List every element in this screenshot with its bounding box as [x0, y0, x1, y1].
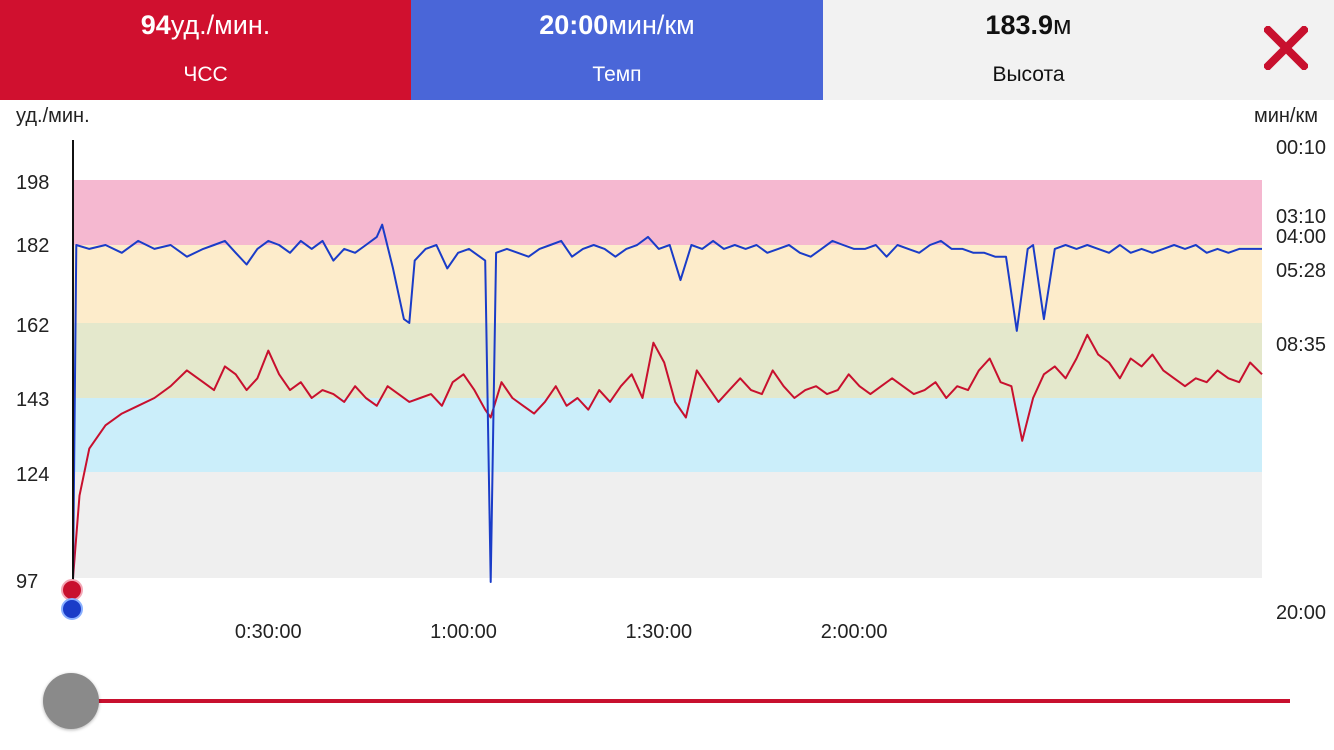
- right-tick-label: 20:00: [1276, 602, 1326, 624]
- series-line-hr: [72, 333, 1263, 579]
- left-axis-title: уд./мин.: [16, 105, 90, 127]
- timeline-slider-knob[interactable]: [43, 673, 99, 729]
- tab-heart-rate[interactable]: 94уд./мин. ЧСС: [0, 0, 411, 100]
- close-icon[interactable]: [1264, 26, 1308, 70]
- hr-zone-1: [73, 245, 1262, 323]
- right-tick-label: 05:28: [1276, 260, 1326, 282]
- altitude-value: 183.9м: [985, 10, 1072, 40]
- right-tick-label: 04:00: [1276, 226, 1326, 248]
- left-tick-label: 124: [16, 464, 49, 486]
- pace-cursor-marker: [61, 598, 83, 620]
- x-tick-label: 1:30:00: [625, 621, 692, 643]
- tab-pace[interactable]: 20:00мин/км Темп: [411, 0, 823, 100]
- left-tick-label: 143: [16, 389, 49, 411]
- heart-rate-label: ЧСС: [183, 63, 228, 86]
- left-tick-label: 97: [16, 571, 38, 593]
- x-tick-label: 0:30:00: [235, 621, 302, 643]
- x-tick-label: 2:00:00: [821, 621, 888, 643]
- heart-rate-value: 94уд./мин.: [140, 10, 271, 40]
- timeline-slider-track[interactable]: [70, 699, 1290, 703]
- left-tick-label: 198: [16, 172, 49, 194]
- left-tick-label: 182: [16, 235, 49, 257]
- tab-altitude[interactable]: 183.9м Высота: [823, 0, 1334, 100]
- right-tick-label: 00:10: [1276, 137, 1326, 159]
- right-axis-title: мин/км: [1253, 105, 1318, 127]
- hr-zone-2: [73, 323, 1262, 398]
- right-tick-label: 03:10: [1276, 206, 1326, 228]
- hr-zone-4: [73, 472, 1262, 578]
- hr-zone-0: [73, 180, 1262, 245]
- hr-cursor-marker: [61, 579, 83, 601]
- x-tick-label: 1:00:00: [430, 621, 497, 643]
- metric-tabs: 94уд./мин. ЧСС 20:00мин/км Темп 183.9м В…: [0, 0, 1334, 100]
- pace-label: Темп: [592, 63, 642, 86]
- hr-zone-3: [73, 398, 1262, 472]
- left-tick-label: 162: [16, 315, 49, 337]
- series-line-pace: [72, 223, 1262, 583]
- right-tick-label: 08:35: [1276, 334, 1326, 356]
- pace-value: 20:00мин/км: [539, 10, 695, 40]
- altitude-label: Высота: [992, 63, 1065, 86]
